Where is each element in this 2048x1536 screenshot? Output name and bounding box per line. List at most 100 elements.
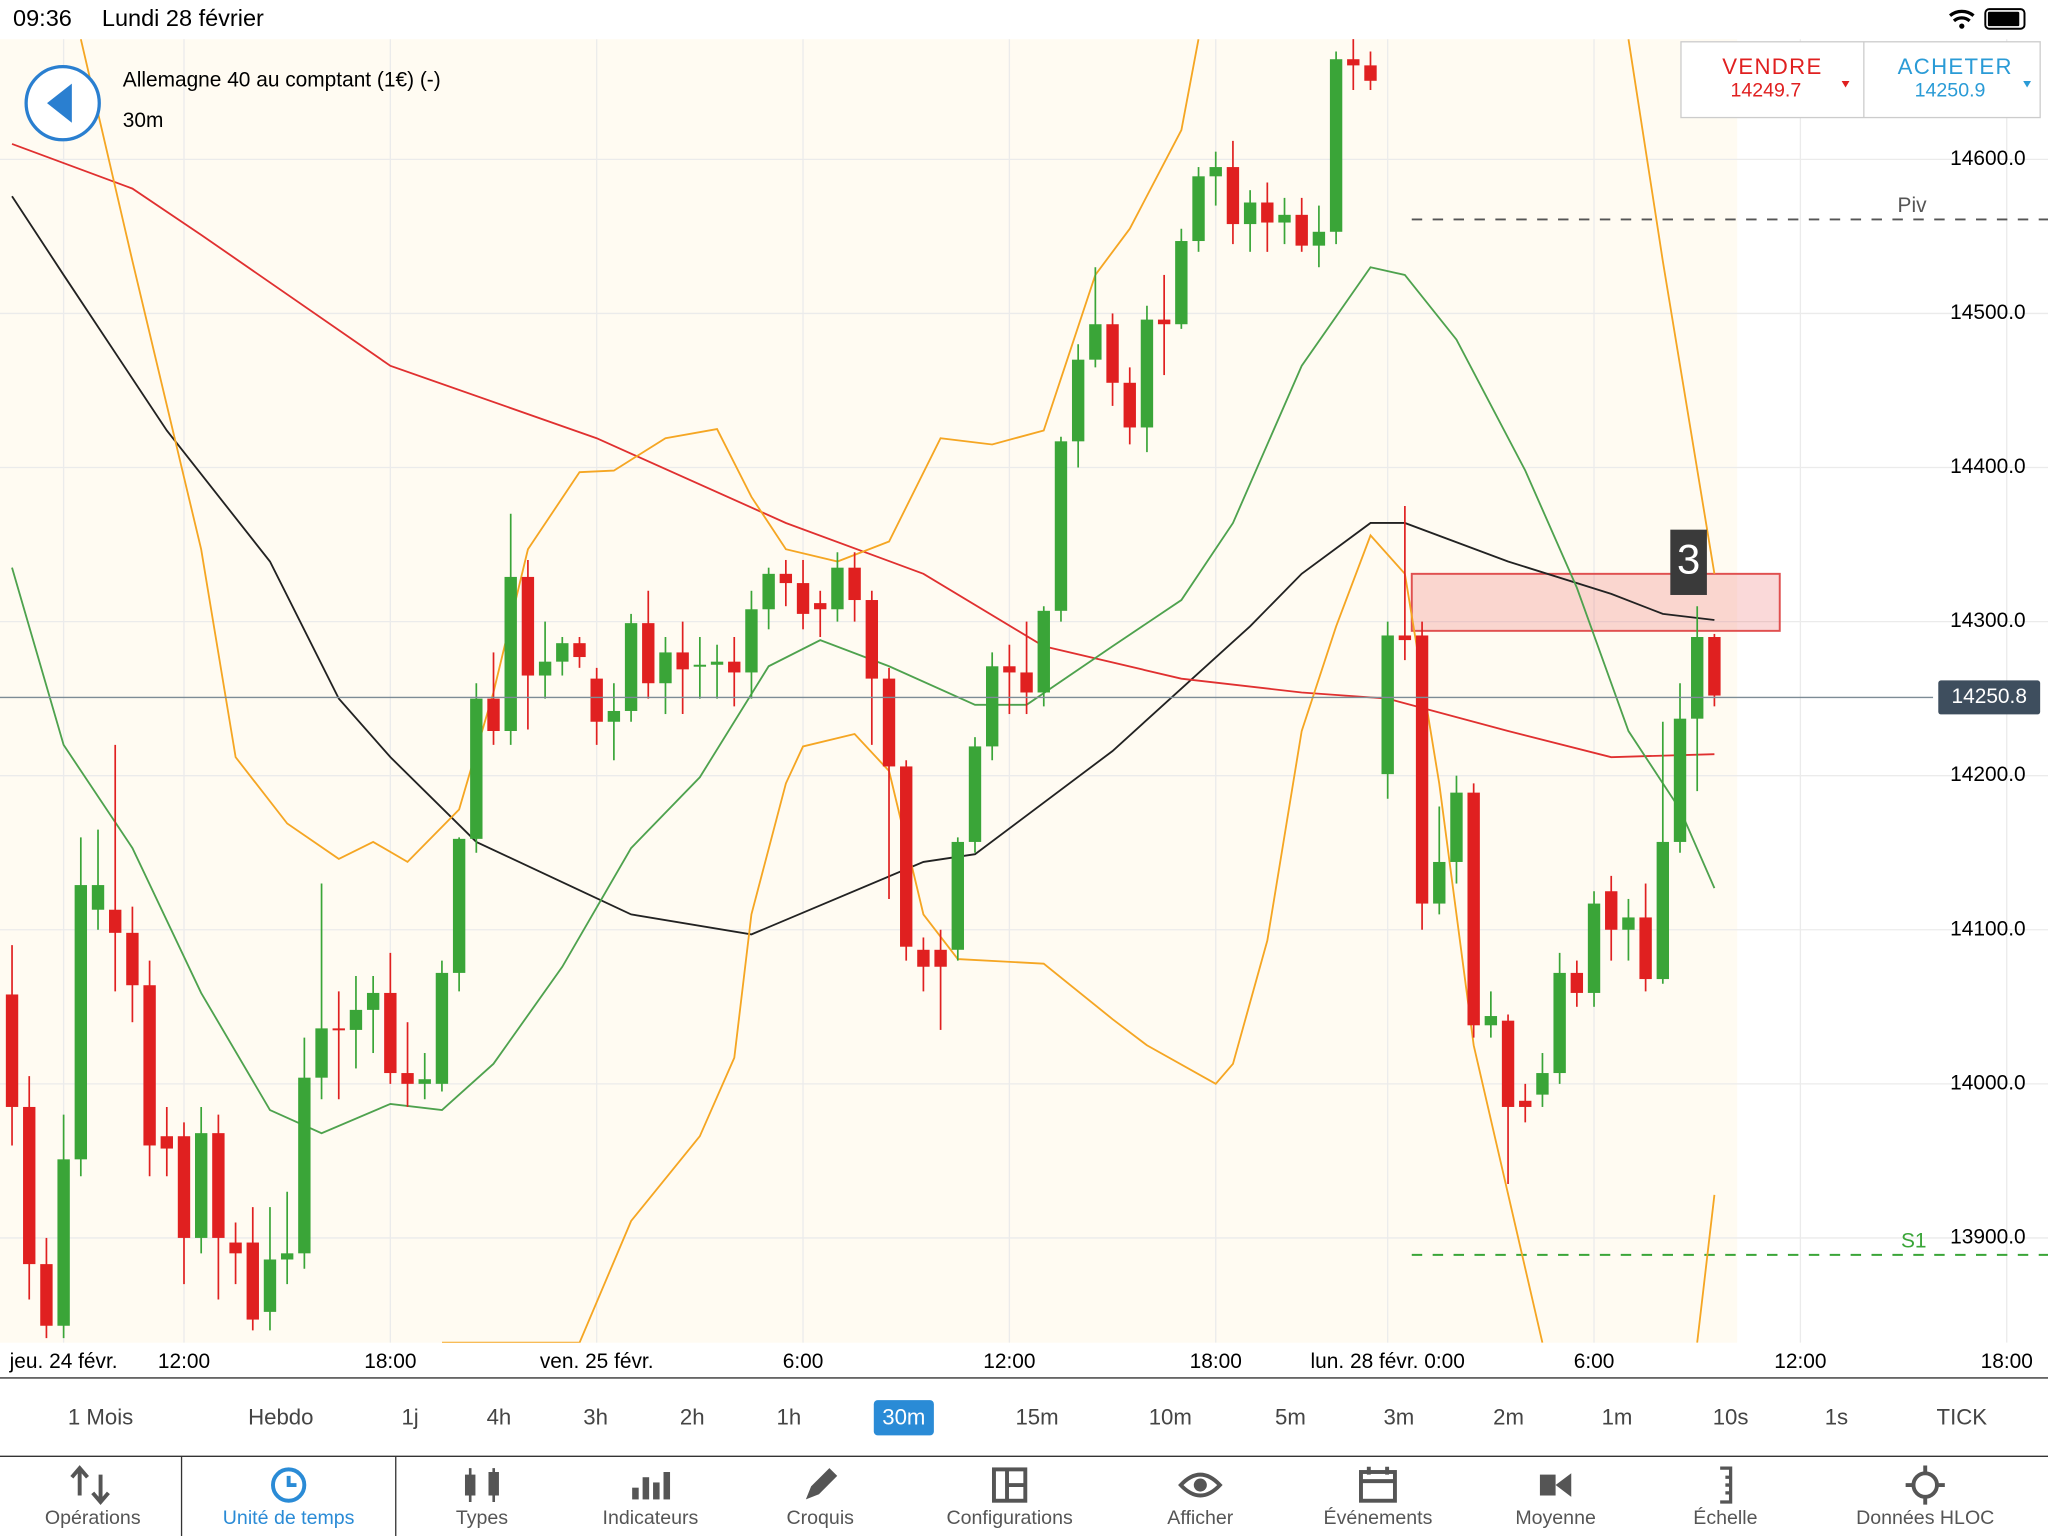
y-tick-label: 14200.0 — [1950, 763, 2025, 786]
candle-body — [1329, 59, 1343, 232]
candle-body — [1209, 167, 1222, 177]
timeframe-highlight — [873, 1400, 934, 1436]
tab-icon — [1178, 1472, 1223, 1498]
tab-label[interactable]: Afficher — [1167, 1507, 1233, 1529]
candle-body — [934, 949, 947, 967]
candle-body — [1381, 635, 1394, 775]
candle-body — [315, 1028, 328, 1078]
candle-body — [1605, 891, 1618, 930]
timeframe-option[interactable]: 1j — [401, 1404, 418, 1429]
tab-label[interactable]: Unité de temps — [223, 1507, 355, 1529]
timeframe-option[interactable]: 2m — [1493, 1404, 1524, 1429]
candle-body — [1089, 324, 1102, 360]
tab-label[interactable]: Croquis — [787, 1507, 855, 1529]
y-tick-label: 14400.0 — [1950, 455, 2025, 478]
timeframe-option[interactable]: 30m — [882, 1404, 925, 1429]
tab-icon — [805, 1468, 838, 1500]
status-date: Lundi 28 février — [102, 5, 264, 31]
indicator-line — [11, 195, 1715, 936]
candle-body — [779, 573, 793, 584]
timeframe-option[interactable]: 1 Mois — [68, 1404, 133, 1429]
candle-body — [1020, 672, 1033, 693]
candle-body — [951, 841, 964, 950]
candle-body — [848, 567, 861, 601]
candle-body — [1415, 635, 1429, 904]
candle-body — [263, 1259, 277, 1312]
candle-body — [1484, 1016, 1498, 1026]
candle-body — [504, 576, 517, 731]
candle-body — [607, 710, 621, 722]
tab-label[interactable]: Opérations — [45, 1507, 141, 1529]
annotation-box — [1670, 529, 1707, 595]
timeframe-option[interactable]: 1m — [1602, 1404, 1633, 1429]
candle-body — [642, 623, 655, 684]
timeframe-option[interactable]: 3m — [1383, 1404, 1414, 1429]
timeframe-option[interactable]: 10s — [1713, 1404, 1749, 1429]
candle-body — [556, 643, 569, 662]
candle-body — [1501, 1020, 1515, 1107]
candle-body — [1656, 841, 1670, 980]
indicator-line — [79, 39, 1716, 864]
tab-label[interactable]: Moyenne — [1515, 1507, 1596, 1529]
timeframe-option[interactable]: 2h — [680, 1404, 705, 1429]
candle-body — [1398, 635, 1412, 641]
candle-body — [1536, 1073, 1549, 1095]
last-price-box — [1938, 680, 2041, 715]
timeframe-option[interactable]: 1s — [1825, 1404, 1848, 1429]
candle-body — [1691, 637, 1704, 719]
candle-body — [1467, 792, 1480, 1026]
candle-body — [384, 992, 397, 1074]
tab-label[interactable]: Types — [456, 1507, 508, 1529]
timeframe-option[interactable]: Hebdo — [248, 1404, 313, 1429]
candle-body — [1226, 167, 1240, 225]
band-fill — [0, 39, 1738, 1343]
candle-body — [1157, 319, 1171, 325]
x-tick-label: 6:00 — [783, 1350, 824, 1373]
candle-body — [676, 652, 689, 670]
tab-label[interactable]: Indicateurs — [603, 1507, 699, 1529]
x-tick-label: jeu. 24 févr. — [9, 1350, 118, 1373]
x-tick-label: 18:00 — [1981, 1350, 2033, 1373]
candle-body — [1622, 917, 1635, 930]
tab-label[interactable]: Configurations — [947, 1507, 1073, 1529]
zone — [1410, 572, 1781, 632]
tab-label[interactable]: Échelle — [1693, 1506, 1757, 1529]
y-tick-label: 14100.0 — [1950, 917, 2025, 940]
candle-body — [590, 678, 603, 722]
candle-body — [917, 949, 930, 967]
status-icons — [1948, 8, 2026, 30]
candle-body — [23, 1106, 36, 1265]
timeframe-option[interactable]: 4h — [487, 1404, 512, 1429]
candle-body — [745, 609, 758, 673]
tab-icon — [464, 1468, 499, 1503]
tab-label[interactable]: Événements — [1324, 1506, 1433, 1529]
timeframe-option[interactable]: 3h — [583, 1404, 608, 1429]
tab-icon — [1905, 1465, 1945, 1505]
candle-body — [624, 623, 638, 711]
candle-body — [796, 583, 810, 614]
candle-body — [246, 1242, 259, 1320]
back-button[interactable] — [24, 64, 101, 142]
candle-body — [831, 567, 844, 610]
candle-body — [814, 603, 827, 610]
candle-body — [1587, 903, 1601, 993]
candle-body — [538, 661, 552, 676]
candle-body — [194, 1133, 208, 1238]
candle-body — [1054, 441, 1068, 611]
timeframe-option[interactable]: 15m — [1015, 1404, 1058, 1429]
x-tick-label: 12:00 — [158, 1350, 210, 1373]
timeframe-option[interactable]: 5m — [1275, 1404, 1306, 1429]
timeframe-option[interactable]: 10m — [1149, 1404, 1192, 1429]
candle-body — [418, 1079, 431, 1084]
candle-body — [366, 992, 380, 1010]
timeframe-option[interactable]: TICK — [1937, 1404, 1988, 1429]
candle-body — [1192, 176, 1205, 242]
candle-body — [1708, 637, 1721, 696]
tab-label[interactable]: Données HLOC — [1856, 1507, 1994, 1529]
timeframe-option[interactable]: 1h — [777, 1404, 802, 1429]
candle-body — [1278, 214, 1291, 223]
last-price-label: 14250.8 — [1951, 685, 2026, 708]
